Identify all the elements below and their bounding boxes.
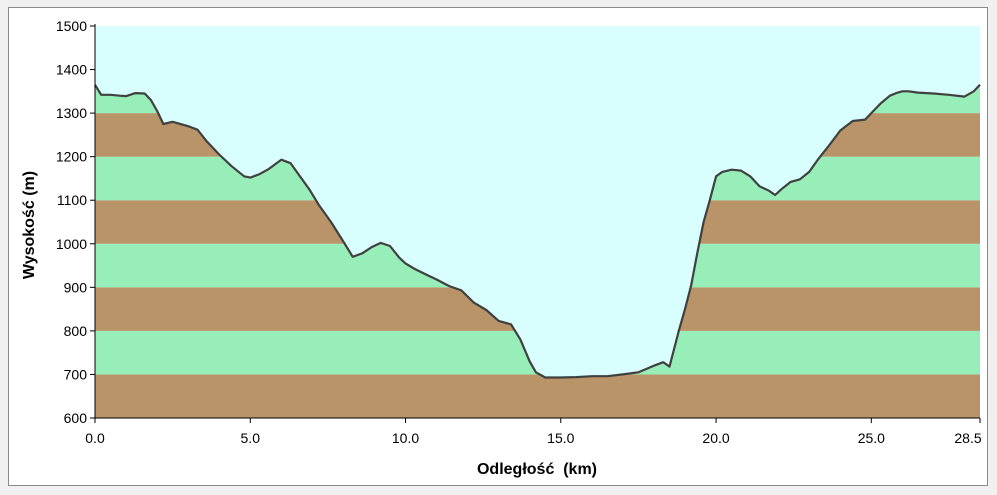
elevation-band xyxy=(95,374,980,418)
axis-ticks: 600 700 800 900 1000 1100 1200 1300 1400 1500 0.0 5… xyxy=(56,18,982,446)
x-tick-label: 0.0 xyxy=(85,430,105,446)
y-tick-label: 700 xyxy=(64,366,88,382)
x-tick-label: 28.5 xyxy=(954,430,981,446)
x-axis-title: Odległość (km) xyxy=(477,461,597,478)
x-tick-label: 20.0 xyxy=(702,430,729,446)
x-tick-label: 15.0 xyxy=(547,430,574,446)
y-tick-label: 1500 xyxy=(56,18,87,34)
x-tick-label: 5.0 xyxy=(241,430,261,446)
sky-area xyxy=(95,26,980,378)
y-tick-label: 800 xyxy=(64,323,88,339)
y-tick-label: 1300 xyxy=(56,105,87,121)
y-axis-title: Wysokość (m) xyxy=(21,171,38,279)
x-tick-label: 25.0 xyxy=(858,430,885,446)
y-tick-label: 600 xyxy=(64,410,88,426)
terrain-profile-line xyxy=(94,84,981,379)
y-tick-label: 1000 xyxy=(56,236,87,252)
y-tick-label: 1100 xyxy=(57,192,87,208)
y-tick-label: 1400 xyxy=(56,62,87,78)
x-tick-label: 10.0 xyxy=(392,430,419,446)
y-tick-label: 900 xyxy=(64,279,88,295)
y-tick-label: 1200 xyxy=(56,149,87,165)
